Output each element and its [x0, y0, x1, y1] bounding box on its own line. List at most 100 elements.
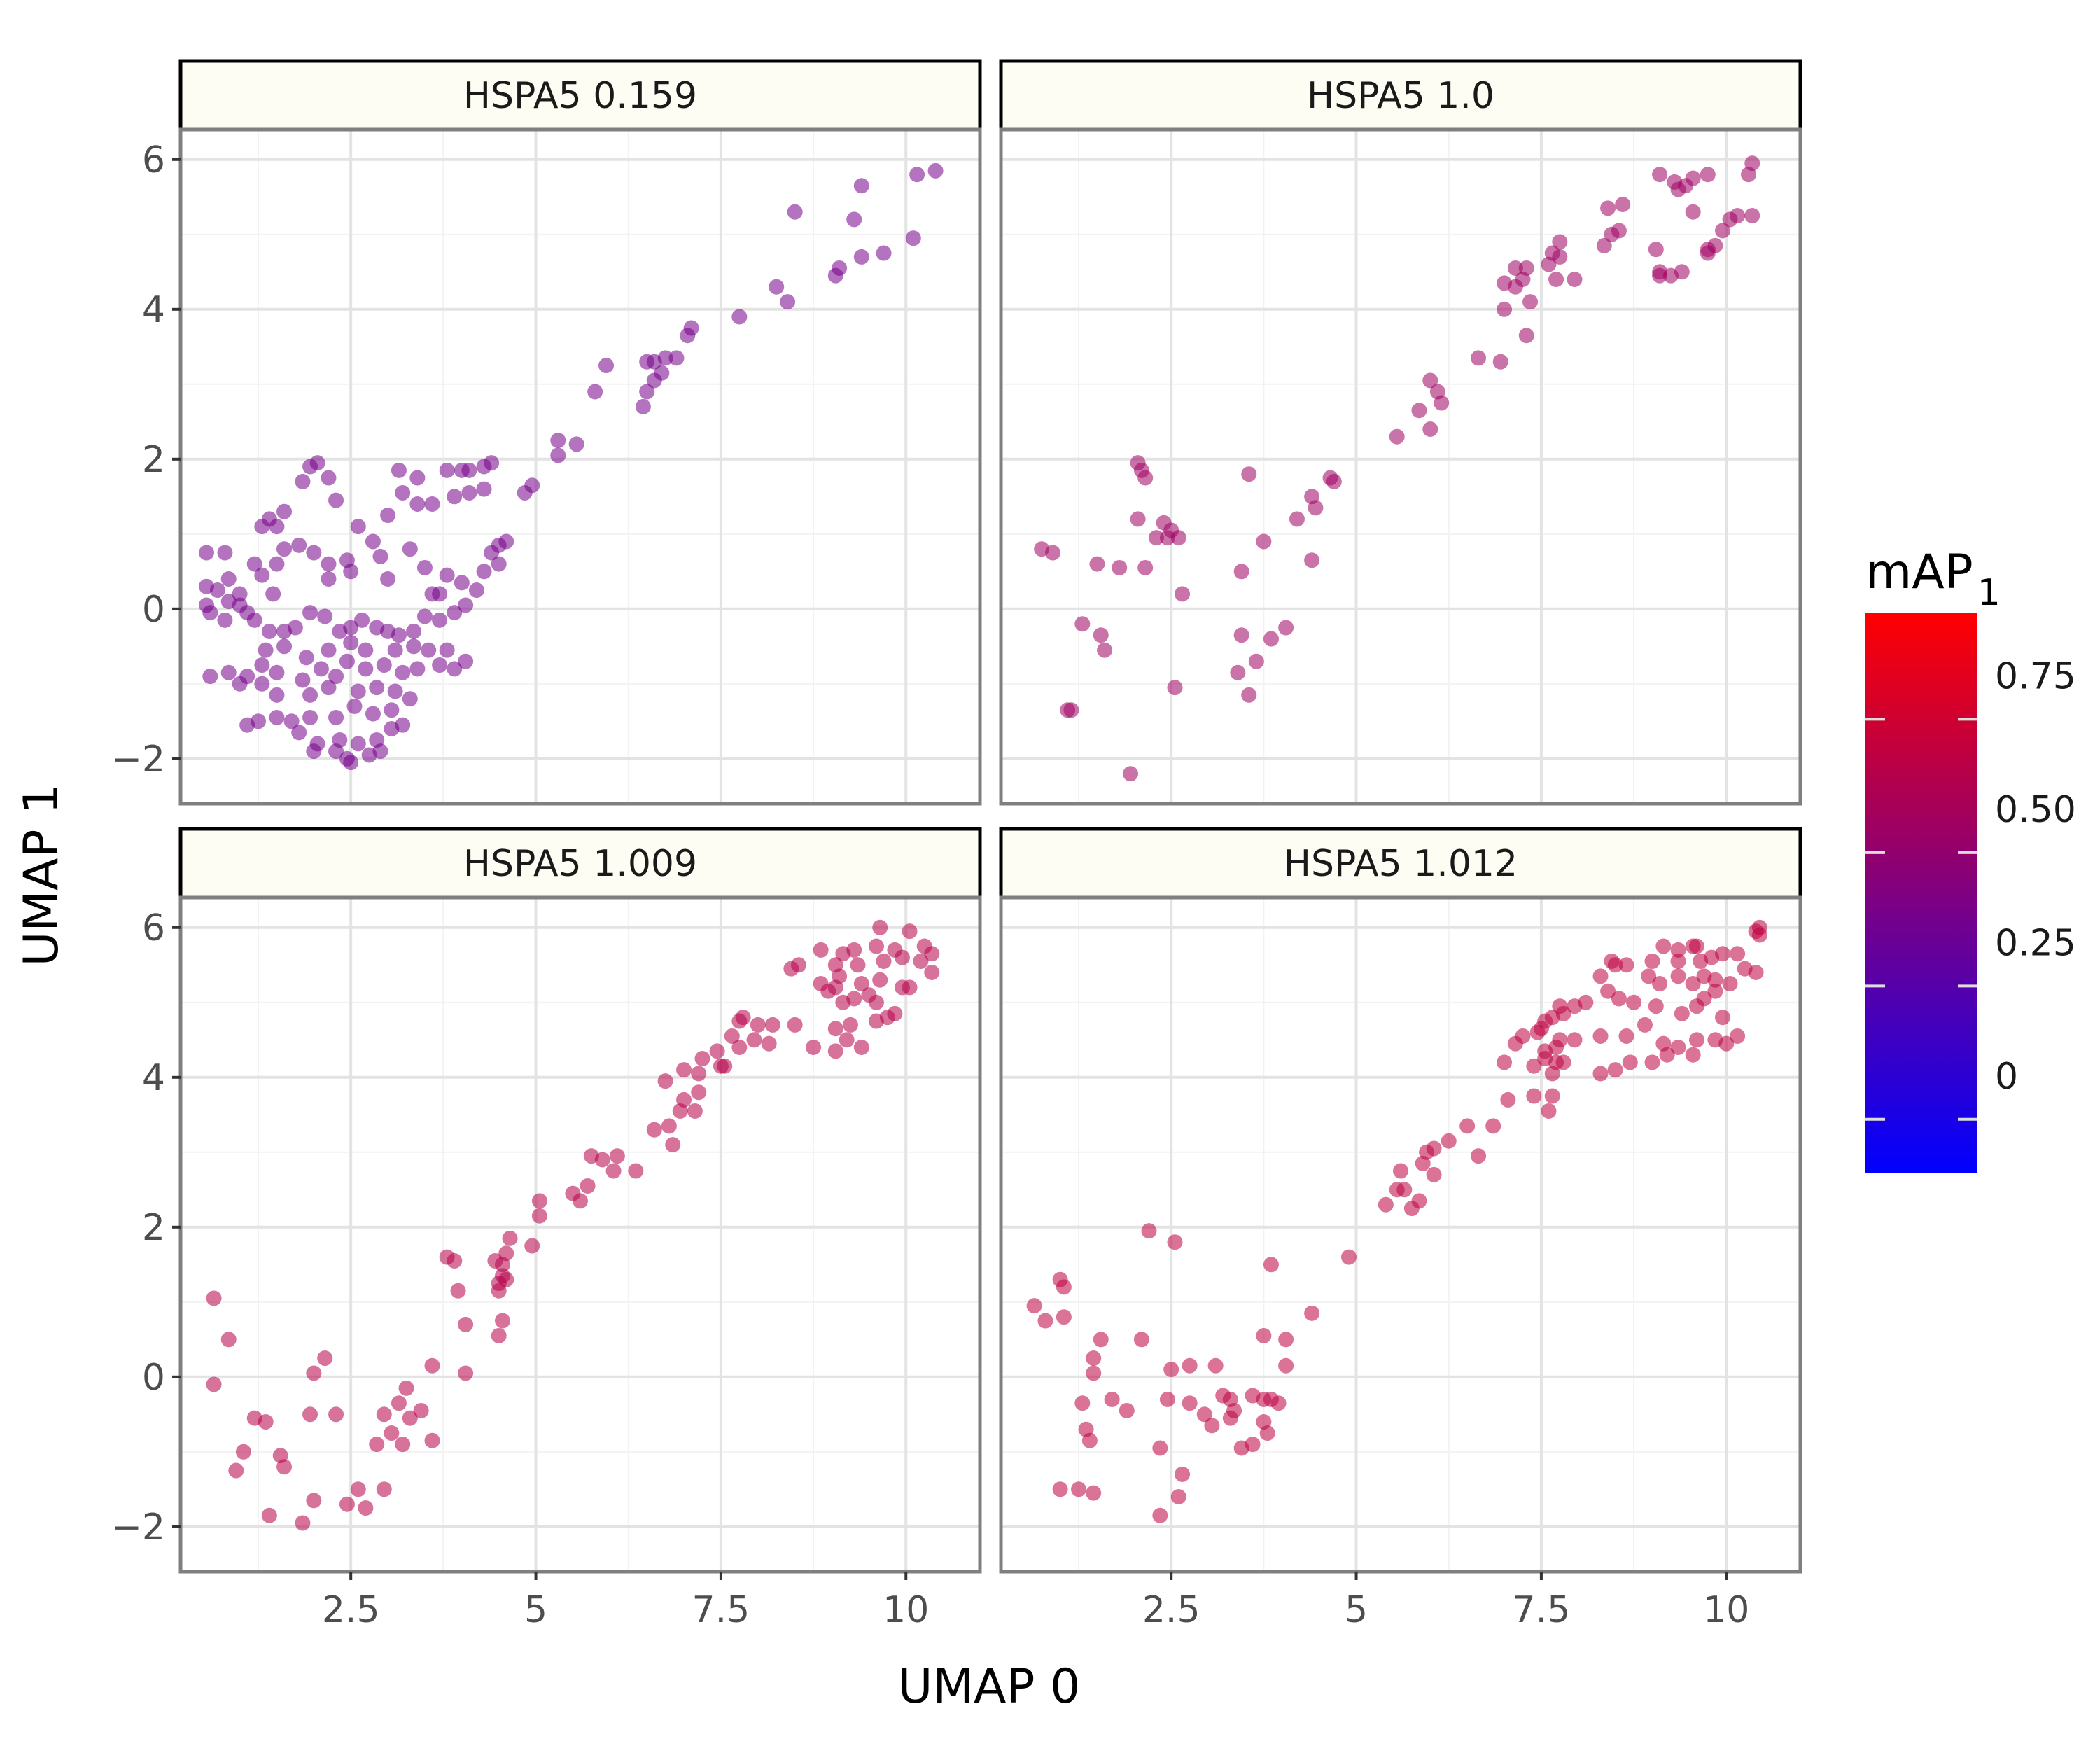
data-point [1693, 953, 1709, 969]
data-point [813, 942, 829, 958]
data-point [550, 433, 566, 449]
data-point [1567, 998, 1583, 1014]
data-point [1567, 1032, 1583, 1048]
facet-panel: HSPA5 1.0 [999, 59, 1802, 806]
data-point [661, 1118, 677, 1134]
data-point [1441, 1133, 1457, 1149]
data-point [1685, 976, 1701, 992]
data-point [306, 545, 322, 561]
data-point [1138, 470, 1154, 486]
data-point [217, 612, 233, 628]
data-point [269, 664, 285, 680]
data-point [1086, 1485, 1102, 1501]
colorbar-tick-label: 0.75 [1995, 655, 2076, 697]
data-point [1714, 1010, 1730, 1026]
data-point [1159, 1391, 1175, 1407]
data-point [1485, 1118, 1502, 1134]
data-point [868, 994, 884, 1010]
data-point [358, 1500, 374, 1516]
data-point [1518, 328, 1534, 344]
data-point [517, 484, 533, 501]
data-point [265, 586, 281, 602]
data-point [1544, 1088, 1560, 1104]
data-point [295, 473, 311, 489]
data-point [1119, 1402, 1135, 1418]
data-point [491, 556, 507, 572]
data-point [550, 447, 566, 463]
data-point [406, 623, 422, 639]
data-point [1567, 272, 1583, 287]
data-point [1526, 1088, 1542, 1104]
data-point [1063, 702, 1079, 718]
data-point [269, 519, 285, 535]
data-point [376, 657, 392, 673]
data-point [384, 1425, 400, 1441]
data-point [1074, 616, 1091, 632]
data-point [1434, 395, 1450, 411]
data-point [1241, 466, 1257, 482]
data-point [343, 755, 359, 771]
data-point [254, 519, 270, 535]
panel-border [999, 895, 1802, 1574]
data-point [1552, 249, 1568, 265]
data-point [491, 1283, 507, 1299]
data-point [1052, 1481, 1068, 1497]
data-point [1544, 1066, 1560, 1082]
data-point [313, 661, 329, 677]
facet-title: HSPA5 1.0 [1307, 75, 1494, 117]
data-point [842, 1017, 858, 1033]
data-point [646, 372, 662, 389]
data-point [302, 605, 318, 621]
data-point [1130, 511, 1146, 527]
data-point [1644, 1054, 1660, 1070]
data-point [199, 578, 215, 594]
x-tick-label: 2.5 [1142, 1589, 1200, 1631]
data-point [1526, 1058, 1542, 1074]
data-point [531, 1193, 547, 1209]
data-point [276, 503, 293, 519]
data-point [402, 1410, 418, 1426]
data-point [1308, 500, 1324, 516]
data-point [291, 537, 307, 553]
data-point [1707, 983, 1723, 999]
x-tick-label: 7.5 [692, 1589, 750, 1631]
data-point [1748, 923, 1764, 940]
colorbar-tick-label: 0 [1995, 1056, 2018, 1098]
data-point [350, 683, 366, 699]
data-point [439, 462, 455, 478]
x-tick-label: 10 [883, 1589, 929, 1631]
data-point [476, 459, 492, 475]
data-point [1304, 1305, 1320, 1321]
data-point [410, 470, 426, 486]
data-point [1722, 976, 1738, 992]
colorbar-ticks: 0 0.25 0.50 0.75 [1865, 655, 2076, 1121]
data-point [350, 736, 366, 752]
data-point [1460, 1118, 1476, 1134]
x-tick-label: 2.5 [322, 1589, 380, 1631]
data-point [458, 597, 474, 613]
data-point [1670, 942, 1686, 958]
data-point [302, 459, 318, 475]
data-point [691, 1066, 707, 1082]
data-point [665, 1137, 681, 1153]
data-point [1618, 957, 1634, 973]
data-point [458, 653, 474, 669]
data-point [1426, 1166, 1442, 1182]
data-point [902, 979, 918, 996]
data-point [573, 1193, 588, 1209]
data-point [1159, 530, 1175, 546]
data-point [750, 1017, 766, 1033]
data-point [476, 481, 492, 497]
data-point [1507, 279, 1523, 295]
data-point [905, 230, 921, 246]
data-point [868, 938, 884, 954]
data-point [783, 961, 799, 977]
data-point [1522, 294, 1539, 310]
data-point [1304, 552, 1320, 568]
data-point [458, 1316, 474, 1332]
data-point [350, 519, 366, 535]
data-point [269, 687, 285, 703]
data-point [321, 470, 337, 486]
data-point [424, 1357, 440, 1374]
data-point [302, 687, 318, 703]
